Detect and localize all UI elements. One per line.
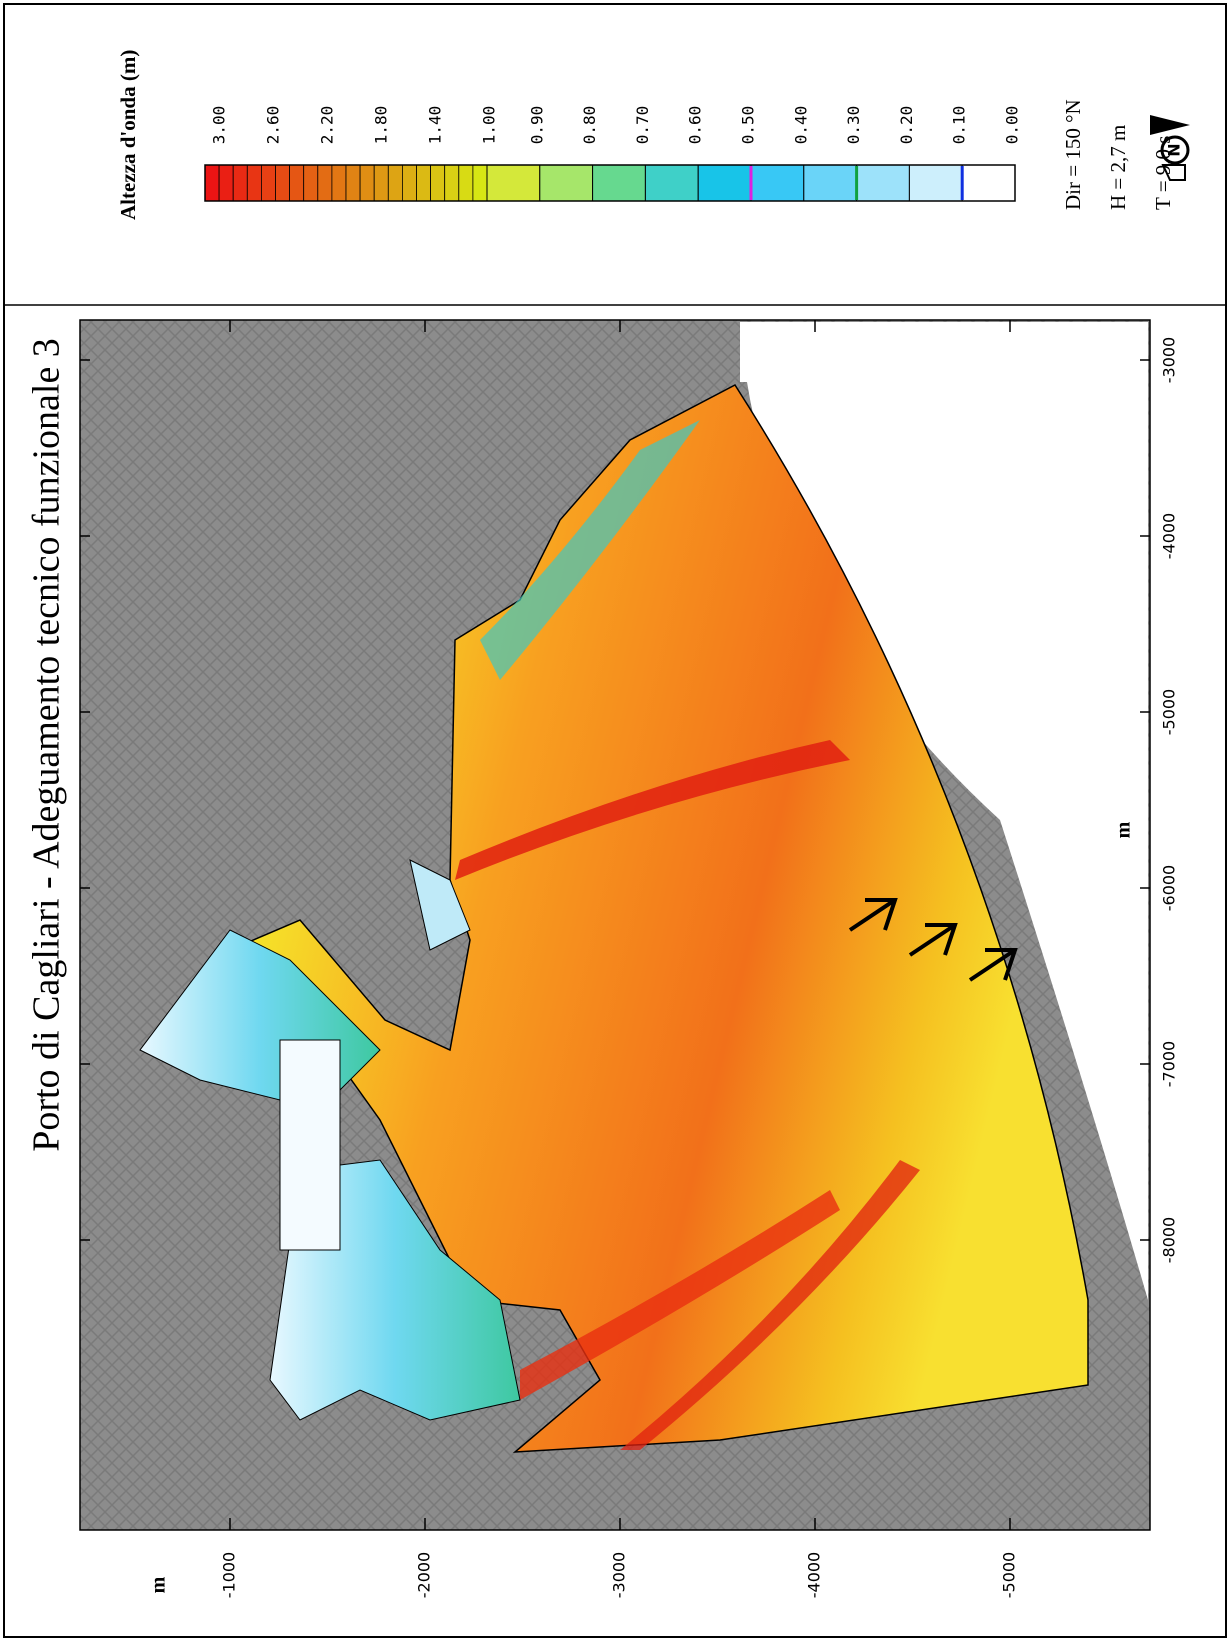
x-tick-label: -8000 [1160, 1217, 1179, 1264]
legend-swatch [205, 165, 219, 201]
legend-label: 0.70 [633, 106, 652, 145]
legend-label: 0.60 [686, 106, 705, 145]
legend-swatch [233, 165, 247, 201]
legend-swatch [431, 165, 445, 201]
y-tick-label: -1000 [220, 1552, 239, 1599]
x-tick-label: -7000 [1160, 1041, 1179, 1088]
legend-swatch [247, 165, 261, 201]
legend-swatch [593, 165, 646, 201]
legend-label: 0.20 [897, 106, 916, 145]
map [80, 320, 1150, 1530]
legend-swatch [318, 165, 332, 201]
legend-swatch [219, 165, 233, 201]
legend-title: Altezza d'onda (m) [116, 50, 140, 220]
legend-swatch [261, 165, 275, 201]
x-tick-label: -6000 [1160, 865, 1179, 912]
legend-label: 0.80 [580, 106, 599, 145]
y-tick-label: -3000 [610, 1552, 629, 1599]
page: N Porto di Cagliari - Adeguamento tecnic… [0, 0, 1230, 1641]
legend-label: 0.50 [739, 106, 758, 145]
parameter: T = 9,0 s [1151, 136, 1175, 210]
legend-swatch [909, 165, 962, 201]
y-tick-label: -4000 [805, 1552, 824, 1599]
legend-swatch [402, 165, 416, 201]
legend-label: 0.30 [844, 106, 863, 145]
title: Porto di Cagliari - Adeguamento tecnico … [26, 338, 68, 1152]
y-axis-label: m [148, 1576, 170, 1593]
x-tick-label: -4000 [1160, 513, 1179, 560]
legend-label: 3.00 [210, 106, 229, 145]
y-tick-label: -2000 [415, 1552, 434, 1599]
legend-swatch [698, 165, 751, 201]
legend-swatch [346, 165, 360, 201]
legend-swatch [360, 165, 374, 201]
legend-swatch [751, 165, 804, 201]
x-axis-label: m [1113, 821, 1135, 838]
parameter: H = 2,7 m [1106, 125, 1130, 210]
legend-swatch [304, 165, 318, 201]
legend-label: 0.10 [950, 106, 969, 145]
legend-label: 0.90 [527, 106, 546, 145]
legend-swatch [374, 165, 388, 201]
legend-swatch [290, 165, 304, 201]
legend-label: 2.60 [264, 106, 283, 145]
legend-swatch [445, 165, 459, 201]
legend-swatch [332, 165, 346, 201]
x-tick-label: -3000 [1160, 337, 1179, 384]
legend-swatch [857, 165, 910, 201]
legend-swatch [540, 165, 593, 201]
legend-bar [205, 165, 1015, 201]
legend-swatch [804, 165, 857, 201]
legend-label: 1.80 [372, 106, 391, 145]
legend-swatch [473, 165, 487, 201]
legend-swatch [645, 165, 698, 201]
y-tick-label: -5000 [1000, 1552, 1019, 1599]
legend-swatch [417, 165, 431, 201]
legend-swatch [459, 165, 473, 201]
legend-swatch [276, 165, 290, 201]
legend-label: 2.20 [318, 106, 337, 145]
legend-label: 1.40 [426, 106, 445, 145]
legend-label: 1.00 [480, 106, 499, 145]
legend-label: 0.00 [1003, 106, 1022, 145]
legend-label: 0.40 [791, 106, 810, 145]
pier [280, 1040, 340, 1250]
legend-swatch [388, 165, 402, 201]
x-tick-label: -5000 [1160, 689, 1179, 736]
parameter: Dir = 150 °N [1061, 99, 1085, 210]
legend-swatch [962, 165, 1015, 201]
legend-swatch [487, 165, 540, 201]
